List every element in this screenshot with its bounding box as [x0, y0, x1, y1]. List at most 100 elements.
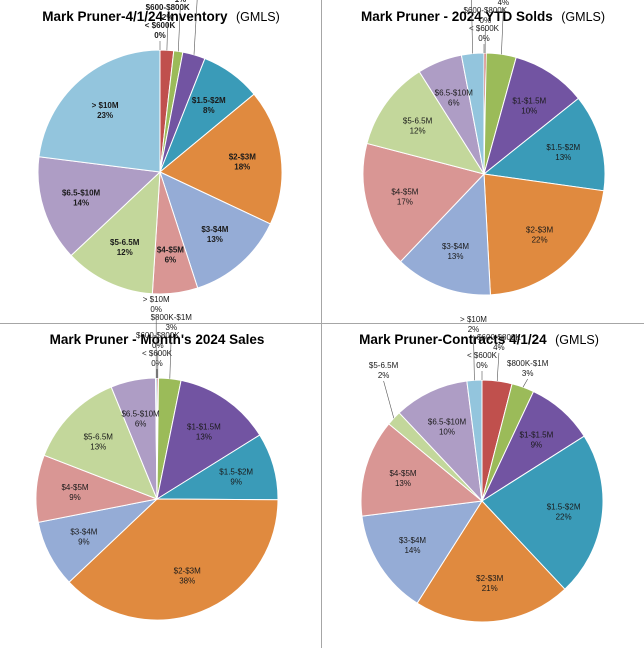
pie-labels: < $600K 0%$600-$800K 4%$800K-$1M 3%$1-$1.5M…: [369, 315, 581, 593]
slice-label-10m: > $10M 2%: [460, 315, 487, 334]
chart-title: Mark Pruner - Month's 2024 Sales: [50, 332, 265, 347]
slice-percent: 13%: [447, 252, 463, 261]
slice-label-600k: < $600K 0%: [142, 349, 173, 368]
slice-label-800k-1m: $800K-$1M 3%: [507, 359, 549, 378]
pie-slice-5-6-5m: [70, 170, 161, 295]
pie-slice-1-1-5m: [483, 56, 580, 176]
slice-label-2-3m: $2-$3M 21%: [476, 574, 503, 593]
pie-labels: < $600K 0%$600-$800K 0%$800K-$1M 3%$1-$1.5M…: [61, 295, 253, 586]
slice-label-800k-1m: $800K-$1M 3%: [151, 313, 193, 332]
leader-line-800k-1m: [178, 4, 181, 52]
slice-label-5-6-5m: $5-6.5M 13%: [84, 432, 114, 451]
slice-label-4-5m: $4-$5M 13%: [389, 469, 416, 488]
slice-category: $1-$1.5M: [187, 422, 221, 431]
slice-percent: 12%: [117, 248, 133, 257]
pie-slice-1-5-2m: [482, 97, 606, 192]
slice-label-1-5-2m: $1.5-$2M 8%: [192, 96, 226, 115]
slice-label-2-3m: $2-$3M 22%: [526, 226, 553, 245]
slice-percent: 1%: [175, 0, 187, 4]
pie-slice-4-5m: [360, 423, 484, 517]
leader-line-600-800k: [166, 22, 168, 51]
slice-category: $600-$800K: [464, 6, 508, 15]
slice-percent: 9%: [531, 440, 543, 449]
slice-category: < $600K: [467, 351, 498, 360]
slice-percent: 13%: [395, 479, 411, 488]
leader-line-10m: [473, 334, 475, 381]
slice-label-1-5-2m: $1.5-$2M 13%: [546, 143, 580, 162]
slice-category: $2-$3M: [174, 567, 201, 576]
pie-slices: [360, 379, 604, 623]
slice-category: $800K-$1M: [507, 359, 549, 368]
slice-label-1-5-2m: $1.5-$2M 22%: [547, 502, 581, 521]
chart-title-sub: (GMLS): [236, 10, 280, 24]
slice-category: $4-$5M: [391, 188, 418, 197]
slice-percent: 14%: [404, 546, 420, 555]
slice-percent: 13%: [90, 442, 106, 451]
pie-slice-6-5-10m: [398, 380, 483, 503]
slice-category: $600-$800K: [136, 331, 180, 340]
slice-label-10m: > $10M 23%: [92, 101, 119, 120]
slice-percent: 12%: [410, 126, 426, 135]
slice-label-2-3m: $2-$3M 18%: [229, 153, 256, 172]
slice-label-600-800k: $600-$800K 0%: [136, 331, 180, 350]
slice-label-1-1-5m: $1-$1.5M 13%: [187, 422, 221, 441]
pie-slice-1-1-5m: [156, 379, 261, 501]
slice-percent: 13%: [196, 432, 212, 441]
slice-percent: 8%: [203, 106, 215, 115]
chart-title-sub: (GMLS): [555, 333, 599, 347]
slice-percent: 38%: [179, 577, 195, 586]
slice-label-4-5m: $4-$5M 6%: [157, 245, 184, 264]
pie-labels: < $600K0%$600-$800K0%$800K-$1M4%$1-$1.5M…: [391, 0, 581, 261]
slice-label-2-3m: $2-$3M 38%: [174, 567, 201, 586]
slice-label-3-4m: $3-$4M 9%: [70, 528, 97, 547]
chart-title: Mark Pruner - 2024 YTD Solds (GMLS): [361, 8, 605, 25]
chart-title-main: Mark Pruner - Month's 2024 Sales: [50, 332, 265, 347]
slice-category: $1-$1.5M: [512, 96, 546, 105]
slice-label-600k: < $600K 0%: [467, 351, 498, 370]
slice-category: < $600K: [469, 24, 500, 33]
pie-labels: < $600K0%$600-$800K2%$800K-$1M1%$1-$1.5M…: [62, 0, 256, 264]
slice-label-3-4m: $3-$4M 14%: [399, 536, 426, 555]
slice-percent: 17%: [397, 198, 413, 207]
slice-percent: 6%: [448, 99, 460, 108]
slice-label-1-1-5m: $1-$1.5M 9%: [520, 430, 554, 449]
slice-category: $1.5-$2M: [192, 96, 226, 105]
pie-slices: [37, 49, 283, 295]
slice-label-800k-1m: $800K-$1M4%: [483, 0, 525, 7]
slice-label-5-6-5m: $5-6.5M 2%: [369, 361, 399, 380]
slice-percent: 0%: [151, 359, 163, 368]
pie-slice-6-5-10m: [37, 156, 162, 257]
slice-category: $4-$5M: [157, 245, 184, 254]
panel-month-sales: Mark Pruner - Month's 2024 Sales < $600K…: [0, 295, 322, 648]
slice-percent: 9%: [230, 478, 242, 487]
leader-line-800k-1m: [522, 378, 528, 388]
pie-slice-2-3m: [483, 173, 605, 296]
slice-label-4-5m: $4-$5M 9%: [61, 483, 88, 502]
slice-category: $5-6.5M: [369, 361, 399, 370]
slice-category: $600-$800K: [146, 3, 190, 12]
leader-line-800k-1m: [501, 7, 504, 55]
slice-category: $800K-$1M: [151, 313, 193, 322]
slice-percent: 13%: [555, 153, 571, 162]
slice-percent: 0%: [480, 16, 492, 25]
slice-category: < $600K: [145, 21, 176, 30]
slice-percent: 18%: [234, 163, 250, 172]
slice-percent: 2%: [378, 371, 390, 380]
chart-title-sub: (GMLS): [561, 10, 605, 24]
slice-category: < $600K: [142, 349, 173, 358]
slice-label-6-5-10m: $6.5-$10M 6%: [121, 409, 160, 428]
leader-line-10m: [471, 0, 473, 54]
slice-percent: 10%: [439, 428, 455, 437]
slice-percent: 6%: [135, 419, 147, 428]
chart-title-main: Mark Pruner - 2024 YTD Solds: [361, 9, 553, 24]
slice-percent: 2%: [468, 325, 480, 334]
slice-label-6-5-10m: $6.5-$10M 14%: [62, 189, 101, 208]
slice-label-600-800k: $600-$800K 0%: [464, 6, 508, 25]
slice-label-1-5-2m: $1.5-$2M 9%: [219, 468, 253, 487]
slice-label-600k: < $600K 0%: [469, 24, 500, 43]
slice-label-3-4m: $3-$4M 13%: [442, 242, 469, 261]
slice-percent: 4%: [498, 0, 510, 7]
pie-chart-contracts: Mark Pruner-Contracts 4/1/24 (GMLS) < $6…: [359, 315, 604, 623]
slice-percent: 4%: [493, 343, 505, 352]
slice-percent: 0%: [150, 305, 162, 314]
